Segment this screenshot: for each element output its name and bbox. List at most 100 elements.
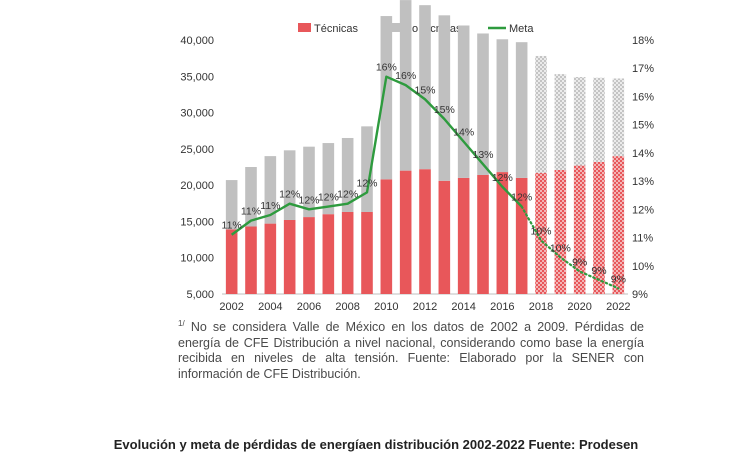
legend-label: Técnicas — [314, 23, 359, 35]
bar-tecnicas — [593, 161, 605, 294]
bar-no-tecnicas — [419, 5, 431, 170]
bar-no-tecnicas — [457, 25, 470, 178]
bar-tecnicas — [303, 217, 315, 294]
bar-tecnicas — [457, 177, 470, 294]
y-right-tick-label: 16% — [632, 91, 654, 103]
figure-caption: Evolución y meta de pérdidas de energíae… — [113, 437, 639, 452]
bar-no-tecnicas — [496, 39, 509, 173]
meta-data-label: 12% — [511, 192, 532, 204]
bar-tecnicas — [438, 180, 451, 294]
bar-no-tecnicas — [225, 180, 238, 230]
bar-tecnicas — [380, 179, 393, 294]
legend-swatch-no-tecnicas — [388, 23, 401, 32]
bar-tecnicas — [419, 169, 431, 294]
meta-data-label: 15% — [414, 84, 435, 96]
bar-no-tecnicas — [380, 16, 393, 180]
bar-tecnicas — [341, 211, 354, 294]
x-tick-label: 2014 — [451, 301, 475, 310]
meta-line-solid — [230, 75, 523, 236]
footnote-text: No se considera Valle de México en los d… — [178, 320, 644, 381]
meta-data-label: 10% — [550, 242, 571, 254]
meta-data-label: 11% — [241, 206, 261, 218]
y-left-tick-label: 5,000 — [186, 289, 214, 301]
bar-no-tecnicas — [612, 78, 625, 157]
y-left-tick-label: 35,000 — [180, 71, 214, 83]
meta-data-label: 12% — [337, 189, 358, 201]
bar-tecnicas — [361, 211, 373, 294]
x-tick-label: 2002 — [219, 301, 243, 310]
meta-data-label: 12% — [318, 192, 339, 204]
bar-tecnicas — [225, 229, 238, 294]
y-right-tick-label: 14% — [632, 148, 654, 160]
bar-no-tecnicas — [341, 137, 354, 212]
bar-tecnicas — [535, 172, 547, 294]
bar-tecnicas — [477, 174, 489, 294]
x-tick-label: 2010 — [374, 301, 398, 310]
meta-data-label: 16% — [376, 62, 397, 74]
bar-no-tecnicas — [554, 74, 567, 170]
x-tick-label: 2008 — [335, 301, 359, 310]
meta-data-label: 12% — [298, 194, 319, 206]
y-left-tick-label: 20,000 — [180, 180, 214, 192]
bar-no-tecnicas — [477, 33, 489, 175]
meta-data-label: 9% — [591, 265, 606, 277]
y-left-tick-label: 10,000 — [180, 253, 214, 265]
bar-tecnicas — [283, 219, 296, 294]
x-tick-label: 2016 — [490, 301, 514, 310]
meta-data-label: 12% — [279, 189, 300, 201]
bar-no-tecnicas — [361, 126, 373, 212]
bars — [225, 0, 625, 294]
meta-data-label: 13% — [472, 149, 493, 161]
meta-data-label: 11% — [260, 200, 280, 212]
bar-tecnicas — [515, 177, 528, 294]
bar-no-tecnicas — [535, 55, 547, 173]
legend-label: Meta — [509, 23, 534, 35]
x-tick-label: 2006 — [297, 301, 321, 310]
y-right-tick-label: 15% — [632, 120, 654, 132]
x-tick-label: 2022 — [606, 301, 630, 310]
bar-no-tecnicas — [303, 146, 315, 218]
y-left-tick-label: 40,000 — [180, 35, 214, 47]
meta-data-label: 11% — [222, 220, 242, 232]
meta-line — [230, 75, 620, 290]
y-left-tick-label: 15,000 — [180, 216, 214, 228]
meta-data-label: 16% — [395, 70, 416, 82]
bar-tecnicas — [245, 226, 257, 294]
bar-no-tecnicas — [283, 150, 296, 220]
y-right-tick-label: 13% — [632, 176, 654, 188]
footnote: 1/ No se considera Valle de México en lo… — [178, 318, 644, 382]
footnote-marker: 1/ — [178, 318, 185, 328]
meta-data-label: 9% — [572, 256, 587, 268]
y-right-tick-label: 9% — [632, 289, 648, 301]
x-tick-label: 2004 — [258, 301, 282, 310]
bar-no-tecnicas — [438, 15, 451, 181]
bar-tecnicas — [554, 169, 567, 294]
meta-data-label: 9% — [611, 273, 626, 285]
y-right-tick-label: 12% — [632, 204, 654, 216]
y-left-tick-label: 25,000 — [180, 144, 214, 156]
meta-labels: 11%11% 11%12%12%12%12%12%16%16%15%15%14%1… — [222, 62, 626, 286]
meta-data-label: 15% — [434, 104, 455, 116]
meta-data-label: 10% — [530, 225, 551, 237]
bar-no-tecnicas — [515, 42, 528, 178]
bar-tecnicas — [496, 172, 509, 294]
y-right-tick-label: 11% — [632, 233, 653, 245]
bar-no-tecnicas — [322, 143, 335, 215]
y-right-tick-label: 10% — [632, 261, 654, 273]
bar-no-tecnicas — [593, 77, 605, 162]
bar-tecnicas — [399, 170, 412, 294]
legend-label: No técnicas — [404, 23, 462, 35]
bar-tecnicas — [612, 156, 625, 294]
bar-no-tecnicas — [245, 167, 257, 227]
bar-no-tecnicas — [264, 156, 277, 224]
x-tick-label: 2018 — [529, 301, 553, 310]
meta-line-projected — [520, 205, 620, 290]
bar-tecnicas — [573, 165, 586, 294]
y-right-tick-label: 18% — [632, 35, 654, 47]
meta-data-label: 14% — [453, 127, 474, 139]
y-left-tick-label: 30,000 — [180, 108, 214, 120]
y-right-tick-label: 17% — [632, 63, 654, 75]
axes: 5,000 10,000 15,000 20,000 25,000 30,000 35,00… — [180, 35, 654, 310]
legend-swatch-tecnicas — [298, 23, 311, 32]
bar-tecnicas — [264, 223, 277, 294]
